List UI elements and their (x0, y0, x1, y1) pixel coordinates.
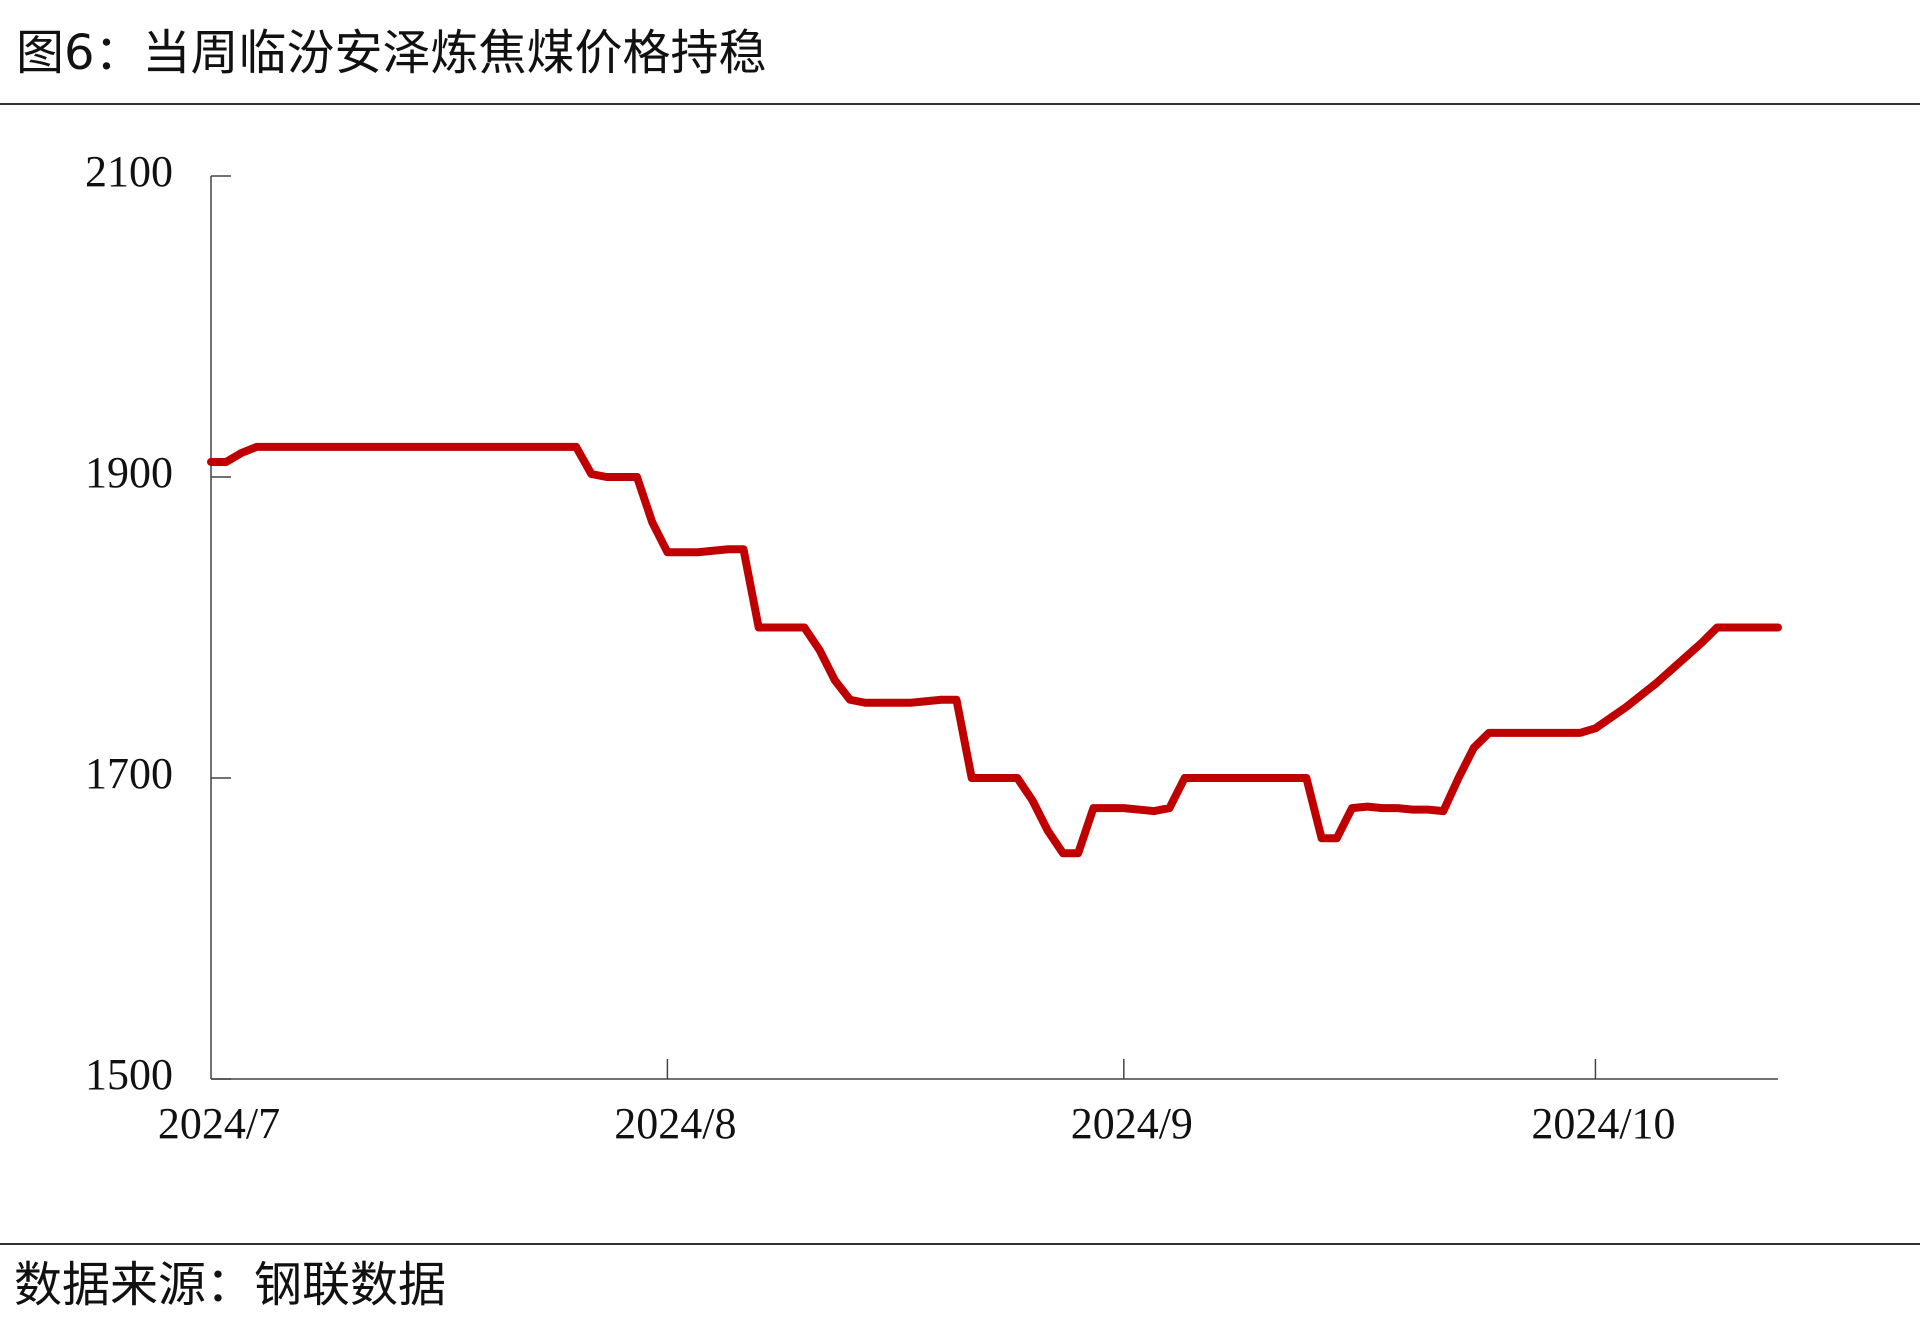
chart-title: 图6：当周临汾安泽炼焦煤价格持稳 (16, 25, 767, 81)
y-tick-label: 1700 (85, 749, 173, 798)
x-tick-label: 2024/7 (158, 1099, 280, 1148)
y-tick-label: 1900 (85, 448, 173, 497)
price-line (207, 442, 1782, 858)
x-tick-label: 2024/10 (1531, 1099, 1675, 1148)
y-tick-label: 2100 (85, 147, 173, 196)
x-tick-label: 2024/8 (614, 1099, 736, 1148)
y-tick-label: 1500 (85, 1050, 173, 1099)
source-note: 数据来源：钢联数据 (14, 1257, 446, 1313)
x-tick-label: 2024/9 (1071, 1099, 1193, 1148)
